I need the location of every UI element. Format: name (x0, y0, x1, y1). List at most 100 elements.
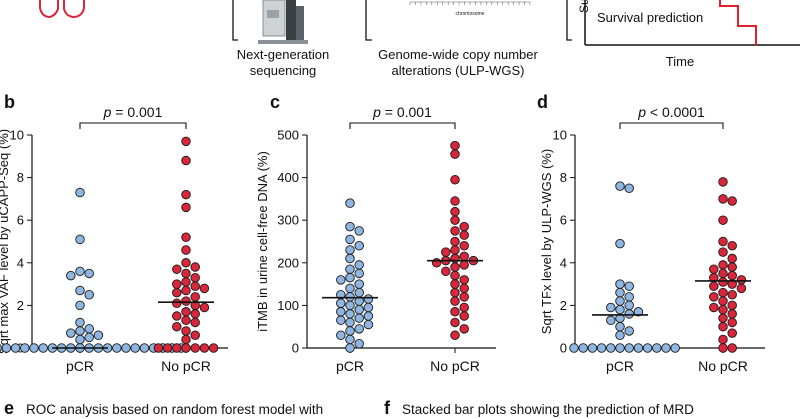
data-point (450, 287, 460, 298)
data-point (736, 275, 747, 285)
data-point (624, 309, 634, 319)
data-point (596, 343, 607, 353)
data-point (459, 275, 469, 285)
data-point (569, 343, 579, 353)
data-point (336, 330, 346, 340)
data-point (345, 334, 355, 345)
data-point (84, 268, 94, 279)
data-point (75, 234, 85, 245)
panel-label-e: e (4, 398, 15, 418)
data-point (459, 241, 469, 251)
data-point (345, 283, 355, 294)
data-point (162, 343, 173, 353)
data-point (450, 196, 460, 206)
data-point (450, 149, 460, 159)
data-point (718, 268, 728, 279)
data-point (75, 317, 85, 328)
y-tick-label: 8 (17, 170, 24, 185)
data-point (84, 324, 94, 334)
data-point (181, 296, 191, 306)
y-tick-label: 200 (277, 255, 299, 270)
data-point (75, 334, 85, 345)
data-point (624, 326, 634, 336)
data-point (441, 266, 451, 277)
data-point (459, 260, 469, 270)
data-point (615, 296, 625, 306)
data-point (153, 343, 164, 353)
data-point (181, 232, 191, 242)
survival-title: Survival prediction (597, 10, 703, 25)
data-point (727, 317, 737, 328)
cna-label-line1: Genome-wide copy number (378, 47, 538, 62)
data-point (450, 330, 460, 340)
top-strip: chromosome Su Survival prediction Time (39, 0, 800, 69)
data-point (450, 253, 460, 264)
ngs-label-line1: Next-generation (236, 47, 330, 62)
survival-curve (719, 0, 757, 45)
y-axis-label: iTMB in urine cell-free DNA (%) (255, 151, 270, 332)
y-tick-label: 300 (277, 213, 299, 228)
data-point (661, 343, 671, 353)
data-point (709, 281, 719, 291)
y-tick-label: 400 (277, 170, 299, 185)
bracket-right (566, 0, 572, 41)
data-point (718, 177, 728, 187)
y-tick-label: 4 (560, 255, 567, 270)
panel-label-d: d (537, 92, 548, 112)
data-point (181, 334, 191, 345)
x-tick-label: pCR (66, 358, 94, 374)
significance-bracket (349, 122, 456, 129)
data-point (172, 311, 182, 321)
data-point (727, 328, 737, 338)
data-point (727, 289, 737, 300)
ngs-label: Next-generation sequencing (228, 47, 338, 79)
data-point (709, 302, 719, 313)
y-axis-label: Sqrt TFx level by ULP-WGS (%) (539, 149, 554, 334)
data-point (93, 330, 104, 340)
survival-xlabel: Time (666, 54, 694, 69)
data-point (354, 287, 364, 298)
data-point (633, 343, 644, 353)
data-point (718, 236, 728, 247)
data-point (172, 343, 182, 353)
data-point (459, 311, 469, 321)
y-axis-label: Sqrt max VAF level by uCAPP-Seq (%) (0, 129, 11, 354)
data-point (345, 221, 355, 232)
x-tick-label: pCR (606, 358, 634, 374)
data-point (727, 262, 737, 272)
data-point (459, 283, 469, 294)
data-point (450, 215, 460, 225)
data-point (624, 300, 634, 311)
data-point (615, 321, 625, 332)
data-point (345, 300, 355, 311)
data-point (345, 343, 355, 353)
data-point (354, 279, 364, 289)
y-tick-label: 10 (10, 128, 24, 143)
data-point (718, 260, 728, 270)
data-point (727, 270, 737, 281)
data-point (75, 285, 85, 296)
data-point (38, 343, 48, 353)
data-point (354, 226, 364, 236)
data-point (66, 270, 76, 281)
data-point (345, 198, 355, 208)
data-point (450, 307, 460, 317)
data-point (615, 238, 625, 249)
data-point (75, 187, 85, 198)
y-tick-label: 4 (17, 255, 24, 270)
p-value-label: p = 0.001 (103, 104, 163, 120)
data-point (459, 302, 469, 313)
data-point (172, 298, 182, 309)
data-point (0, 344, 2, 352)
data-point (84, 332, 94, 343)
ngs-label-line2: sequencing (249, 63, 317, 78)
data-point (670, 343, 680, 353)
data-point (450, 262, 460, 272)
x-tick-label: No pCR (430, 358, 480, 374)
data-point (75, 300, 85, 311)
data-point (354, 313, 364, 323)
data-point (709, 292, 719, 302)
significance-bracket (79, 122, 187, 129)
bracket-left (232, 0, 238, 41)
